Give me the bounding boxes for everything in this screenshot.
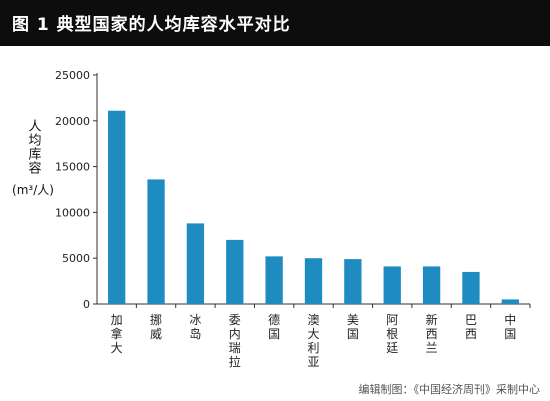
y-axis-title: 人均库容 (25, 119, 41, 175)
y-tick-label: 0 (83, 298, 90, 311)
y-axis-unit: (m³/人) (12, 183, 54, 197)
bar (501, 299, 519, 304)
x-tick-label: 加拿大 (111, 313, 123, 355)
x-tick-label: 澳大利亚 (307, 313, 319, 369)
bar (383, 266, 401, 304)
x-tick-label: 阿根廷 (386, 313, 398, 355)
y-tick-label: 20000 (55, 115, 90, 128)
x-tick-label: 冰岛 (189, 313, 201, 341)
y-axis-label: 人均库容 (m³/人) (4, 119, 62, 199)
y-tick-label: 10000 (55, 206, 90, 219)
x-tick-label: 中国 (504, 312, 516, 341)
y-tick-label: 5000 (62, 252, 90, 265)
x-tick-label: 挪威 (150, 313, 162, 341)
x-tick-label: 美国 (347, 313, 359, 341)
bar (226, 239, 244, 304)
source-credit: 编辑制图：《中国经济周刊》采制中心 (358, 383, 541, 396)
bar (108, 110, 126, 304)
bar (186, 223, 205, 304)
chart-header: 图 1 典型国家的人均库容水平对比 (0, 0, 550, 46)
x-tick-label: 巴西 (465, 313, 477, 341)
bar (422, 266, 441, 304)
y-tick-label: 25000 (55, 69, 90, 82)
x-tick-label: 新西兰 (426, 312, 438, 355)
y-tick-label: 15000 (55, 161, 90, 174)
bar (265, 256, 283, 304)
chart-title: 图 1 典型国家的人均库容水平对比 (12, 15, 291, 35)
bar (344, 259, 362, 304)
bar (304, 258, 323, 304)
x-tick-label: 委内瑞拉 (229, 313, 241, 369)
x-tick-label: 德国 (268, 312, 280, 341)
bar (147, 179, 165, 304)
bar (462, 271, 480, 304)
